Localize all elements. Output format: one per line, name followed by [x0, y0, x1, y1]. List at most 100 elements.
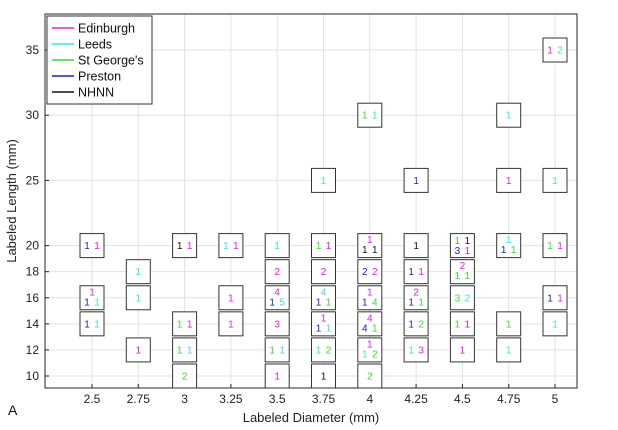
data-cell: 1: [311, 167, 336, 193]
cell-box: [357, 233, 383, 259]
cell-count: 1: [362, 111, 368, 122]
cell-count: 1: [408, 319, 414, 330]
cell-count: 1: [552, 176, 558, 187]
x-tick-label: 2.75: [127, 392, 151, 406]
x-tick-label: 4: [366, 392, 373, 406]
cell-count: 1: [326, 241, 332, 252]
cell-count: 1: [547, 293, 553, 304]
data-cell: 2: [264, 259, 290, 285]
cell-count: 1: [413, 241, 419, 252]
x-tick-label: 4.5: [454, 392, 471, 406]
cell-box: [542, 285, 568, 311]
data-cell: 1: [125, 285, 151, 311]
cell-count: 1: [455, 319, 461, 330]
cell-box: [172, 363, 198, 389]
data-cell: 2: [311, 259, 336, 285]
cell-box: [403, 233, 429, 259]
cell-box: [264, 233, 290, 259]
cell-box: [218, 285, 244, 311]
cell-count: 1: [506, 319, 512, 330]
cell-box: [311, 311, 336, 337]
data-cell: 1: [125, 259, 151, 285]
x-tick-label: 4.75: [497, 392, 521, 406]
cell-count: 1: [84, 297, 90, 308]
cell-count: 1: [269, 297, 275, 308]
y-tick-label: 16: [26, 291, 40, 305]
data-cell: 1: [403, 167, 429, 193]
cell-count: 1: [408, 345, 414, 356]
cell-count: 1: [465, 236, 471, 247]
cell-count: 1: [326, 297, 332, 308]
cell-count: 1: [367, 235, 373, 246]
cell-count: 1: [367, 287, 373, 298]
cell-count: 1: [316, 241, 322, 252]
cell-count: 2: [372, 267, 378, 278]
cell-count: 1: [362, 245, 368, 256]
data-cell: 1: [449, 337, 475, 363]
cell-count: 1: [84, 241, 90, 252]
legend-entry: Preston: [78, 70, 121, 84]
cell-box: [496, 233, 522, 259]
cell-box: [79, 233, 105, 259]
cell-count: 3: [418, 345, 424, 356]
data-cell: 41 5: [264, 285, 290, 311]
cell-count: 1: [501, 245, 507, 256]
x-axis-label: Labeled Diameter (mm): [243, 410, 380, 425]
cell-count: 3: [274, 319, 280, 330]
cell-box: [264, 259, 290, 285]
axis-ticks: 2.5 2.75 3 3.25 3.5 3.75 4 4.25 4.5 4.75 510121416…: [26, 43, 559, 406]
cell-count: 2: [274, 267, 280, 278]
cell-count: 2: [465, 293, 471, 304]
cell-count: 2: [418, 319, 424, 330]
y-tick-label: 10: [26, 369, 40, 383]
cell-count: 1: [408, 267, 414, 278]
cell-box: [172, 311, 198, 337]
data-cell: 1: [496, 167, 522, 193]
cell-box: [496, 337, 522, 363]
legend-entry: NHNN: [78, 86, 114, 100]
data-cell: 2: [172, 363, 198, 389]
y-tick-label: 18: [26, 265, 40, 279]
cell-count: 1: [136, 293, 142, 304]
cell-count: 1: [465, 246, 471, 257]
data-cell: 1: [125, 337, 151, 363]
data-cell: 11 1: [357, 233, 383, 259]
cell-box: [542, 311, 568, 337]
cell-box: [357, 285, 383, 311]
data-cell: 1: [264, 363, 290, 389]
y-tick-label: 35: [26, 43, 40, 57]
cell-count: 1: [316, 323, 322, 334]
cell-count: 1: [455, 236, 461, 247]
x-tick-label: 2.5: [84, 392, 101, 406]
cell-box: [403, 285, 429, 311]
cell-count: 1: [460, 345, 466, 356]
cell-box: [449, 233, 475, 259]
cell-box: [357, 311, 383, 337]
cell-box: [79, 311, 105, 337]
cell-count: 1: [84, 319, 90, 330]
cell-count: 1: [177, 319, 183, 330]
y-tick-label: 20: [26, 239, 40, 253]
cell-box: [311, 233, 336, 259]
cell-count: 1: [372, 323, 378, 334]
cell-count: 1: [187, 319, 193, 330]
cell-count: 2: [321, 267, 327, 278]
cell-count: 1: [187, 345, 193, 356]
cell-count: 1: [279, 345, 285, 356]
cell-count: 2: [557, 46, 563, 57]
cell-count: 1: [465, 271, 471, 282]
data-cell: 11 1: [311, 311, 336, 337]
cell-box: [311, 337, 336, 363]
cell-count: 1: [367, 339, 373, 350]
